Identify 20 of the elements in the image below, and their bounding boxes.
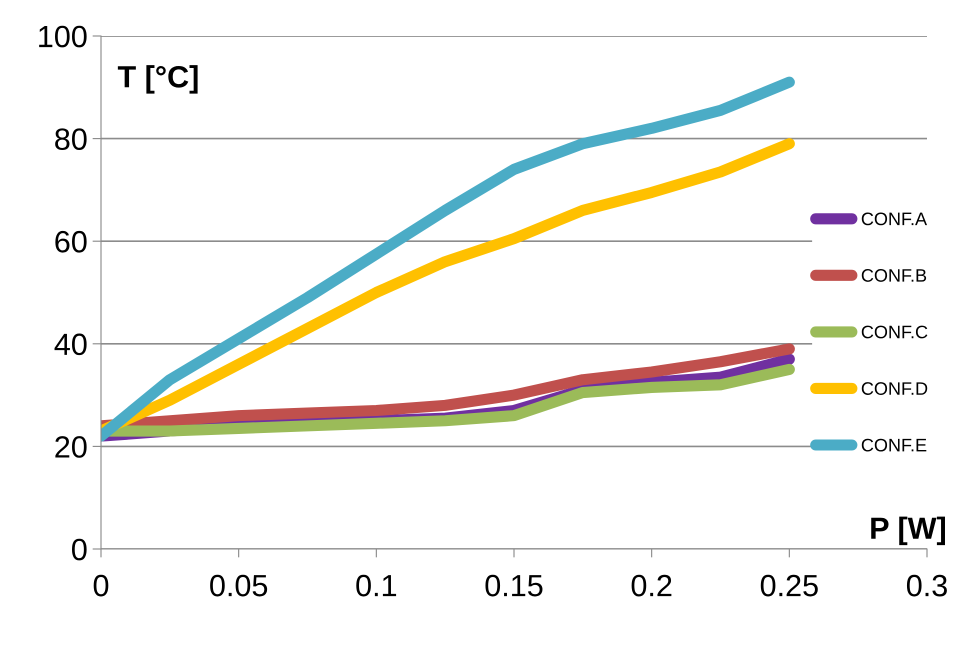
x-tick-label: 0.15 xyxy=(485,574,542,596)
x-tick-label: 0.25 xyxy=(760,574,818,596)
legend-label: CONF.C xyxy=(862,326,928,338)
x-tick-label: 0.2 xyxy=(632,574,672,596)
x-axis-title: P [W] xyxy=(871,516,945,546)
x-tick-label: 0.1 xyxy=(356,574,396,596)
x-tick-label: 0.05 xyxy=(210,574,268,596)
y-tick-label: 60 xyxy=(55,230,87,253)
legend-label: CONF.A xyxy=(862,212,928,226)
legend-label: CONF.E xyxy=(862,438,926,452)
x-tick-label: 0 xyxy=(94,574,108,596)
x-tick-label: 0.3 xyxy=(906,574,947,596)
legend-label: CONF.D xyxy=(862,382,928,395)
y-tick-label: 40 xyxy=(54,334,87,356)
y-tick-label: 100 xyxy=(39,26,87,48)
y-tick-label: 80 xyxy=(55,128,87,150)
y-axis-title: T [°C] xyxy=(118,65,198,94)
y-tick-label: 0 xyxy=(72,538,87,560)
y-tick-label: 20 xyxy=(55,436,87,458)
legend-label: CONF.B xyxy=(862,269,926,282)
